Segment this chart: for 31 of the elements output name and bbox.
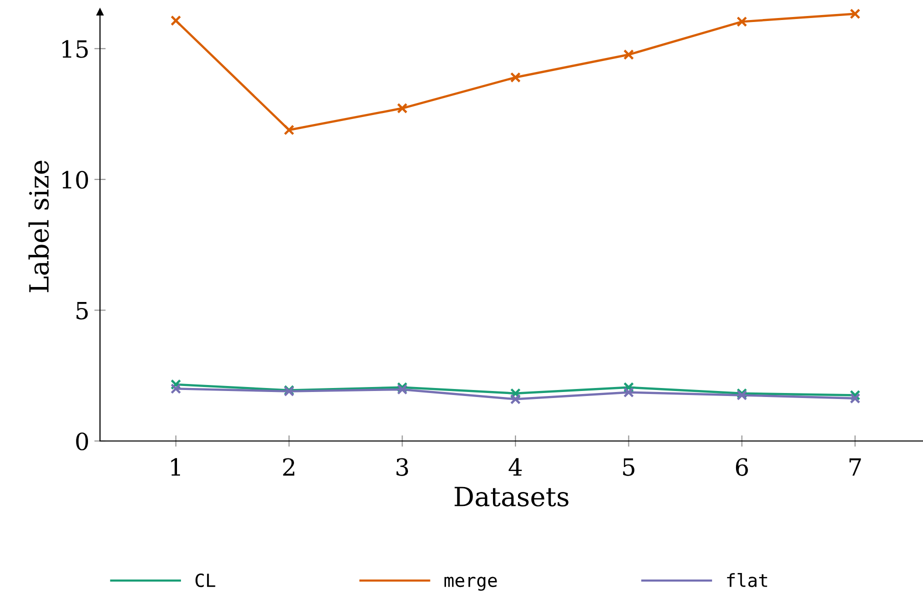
- legend-label: merge: [444, 576, 497, 591]
- point: [510, 388, 521, 399]
- point: [850, 8, 860, 20]
- point: [623, 49, 634, 60]
- point: [850, 390, 860, 400]
- y-tick-label: 0: [76, 432, 88, 450]
- point: [284, 124, 294, 136]
- x-tick-label: 5: [623, 458, 634, 476]
- x-tick-label: 7: [850, 458, 861, 476]
- legend-label: CL: [196, 573, 216, 588]
- point: [170, 15, 182, 26]
- point: [510, 394, 521, 404]
- y-tick-label: 5: [76, 302, 88, 320]
- point: [396, 102, 408, 114]
- point: [510, 72, 521, 83]
- point: [623, 387, 634, 398]
- point: [623, 382, 634, 393]
- legend-label: flat: [727, 573, 768, 588]
- x-tick-label: 4: [508, 458, 522, 476]
- x-tick-label: 6: [736, 458, 748, 476]
- y-axis-title: Label size: [28, 160, 49, 292]
- point: [850, 393, 860, 404]
- point: [736, 16, 748, 27]
- x-axis-title: Datasets: [454, 486, 568, 506]
- x-tick-label: 2: [283, 458, 294, 476]
- y-tick-label: 10: [62, 170, 88, 189]
- point: [170, 379, 182, 390]
- x-tick-label: 3: [396, 458, 408, 476]
- point: [170, 383, 182, 394]
- x-tick-label: 1: [171, 458, 180, 476]
- y-tick-label: 15: [62, 40, 88, 58]
